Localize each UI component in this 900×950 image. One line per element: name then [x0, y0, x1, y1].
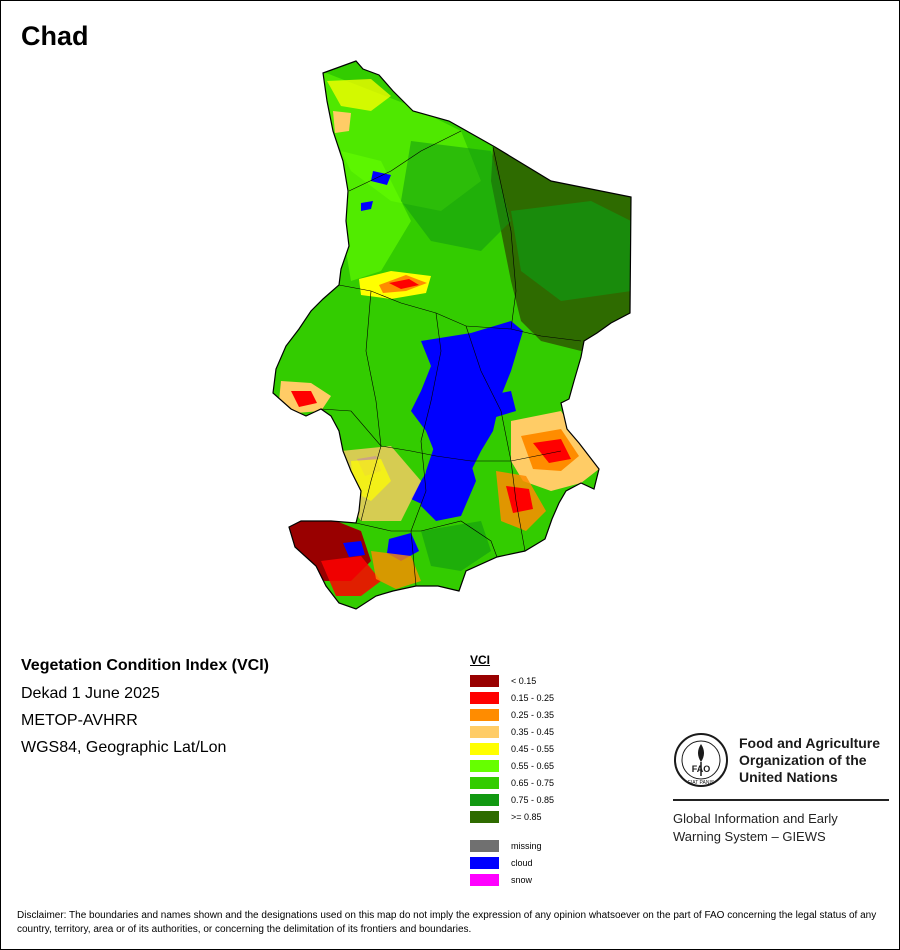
- legend-class-label: 0.35 - 0.45: [511, 726, 555, 737]
- legend-special: missing cloud snow: [470, 837, 554, 888]
- fao-emblem-icon: FAO FIAT PANIS: [674, 733, 728, 787]
- legend-class-label: 0.15 - 0.25: [511, 692, 555, 703]
- vci-raster: [273, 61, 631, 609]
- disclaimer: Disclaimer: The boundaries and names sho…: [17, 910, 877, 935]
- product-projection: WGS84, Geographic Lat/Lon: [21, 739, 227, 756]
- legend-classes: < 0.15 0.15 - 0.25 0.25 - 0.35 0.35 - 0.45 0…: [470, 672, 554, 825]
- admin-boundaries: [320, 130, 582, 587]
- legend-special-swatch: [470, 839, 499, 852]
- legend-special-swatch: [470, 873, 499, 886]
- fao-divider: [673, 799, 889, 801]
- legend-special-row: missing: [470, 837, 554, 854]
- legend-class-label: >= 0.85: [511, 811, 542, 822]
- giews-line1: Global Information and Early: [673, 811, 838, 826]
- legend-title: VCI: [470, 653, 491, 667]
- vci-map: [261, 51, 641, 621]
- legend-class-label: 0.25 - 0.35: [511, 709, 555, 720]
- legend-class-swatch: [470, 674, 499, 687]
- legend-class-label: 0.65 - 0.75: [511, 777, 555, 788]
- vci-legend: VCI < 0.15 0.15 - 0.25 0.25 - 0.35 0.35 - 0…: [470, 653, 554, 888]
- legend-special-row: snow: [470, 871, 554, 888]
- legend-class-swatch: [470, 776, 499, 789]
- chad-map-svg: [272, 60, 632, 610]
- legend-class-row: 0.35 - 0.45: [470, 723, 554, 740]
- product-name: Vegetation Condition Index (VCI): [21, 657, 269, 674]
- legend-class-row: 0.75 - 0.85: [470, 791, 554, 808]
- legend-class-swatch: [470, 759, 499, 772]
- fao-emblem-text: FAO: [692, 764, 711, 774]
- legend-class-row: 0.15 - 0.25: [470, 689, 554, 706]
- product-period: Dekad 1 June 2025: [21, 685, 160, 702]
- legend-special-label: snow: [511, 874, 533, 885]
- fao-branding: FAO FIAT PANIS Food and Agriculture Orga…: [673, 732, 889, 846]
- fao-name: Food and Agriculture Organization of the…: [739, 735, 880, 786]
- legend-class-label: < 0.15: [511, 675, 537, 686]
- legend-class-row: 0.25 - 0.35: [470, 706, 554, 723]
- legend-class-swatch: [470, 810, 499, 823]
- legend-class-row: 0.45 - 0.55: [470, 740, 554, 757]
- legend-class-row: < 0.15: [470, 672, 554, 689]
- legend-special-row: cloud: [470, 854, 554, 871]
- legend-class-swatch: [470, 691, 499, 704]
- legend-class-swatch: [470, 793, 499, 806]
- legend-special-swatch: [470, 856, 499, 869]
- legend-class-swatch: [470, 725, 499, 738]
- fao-name-line2: Organization of the: [739, 751, 867, 768]
- fao-name-line3: United Nations: [739, 768, 838, 785]
- legend-class-row: 0.55 - 0.65: [470, 757, 554, 774]
- giews-name: Global Information and Early Warning Sys…: [673, 810, 889, 846]
- country-title: Chad: [21, 21, 89, 51]
- legend-class-label: 0.45 - 0.55: [511, 743, 555, 754]
- legend-class-label: 0.75 - 0.85: [511, 794, 555, 805]
- legend-class-swatch: [470, 742, 499, 755]
- product-info: Vegetation Condition Index (VCI) Dekad 1…: [21, 657, 269, 766]
- legend-class-row: >= 0.85: [470, 808, 554, 825]
- product-sensor: METOP-AVHRR: [21, 712, 138, 729]
- legend-class-swatch: [470, 708, 499, 721]
- giews-line2: Warning System – GIEWS: [673, 829, 826, 844]
- legend-special-label: cloud: [511, 857, 533, 868]
- fao-emblem-motto: FIAT PANIS: [688, 780, 715, 786]
- legend-class-label: 0.55 - 0.65: [511, 760, 555, 771]
- fao-name-line1: Food and Agriculture: [739, 734, 881, 751]
- legend-special-label: missing: [511, 840, 542, 851]
- legend-class-row: 0.65 - 0.75: [470, 774, 554, 791]
